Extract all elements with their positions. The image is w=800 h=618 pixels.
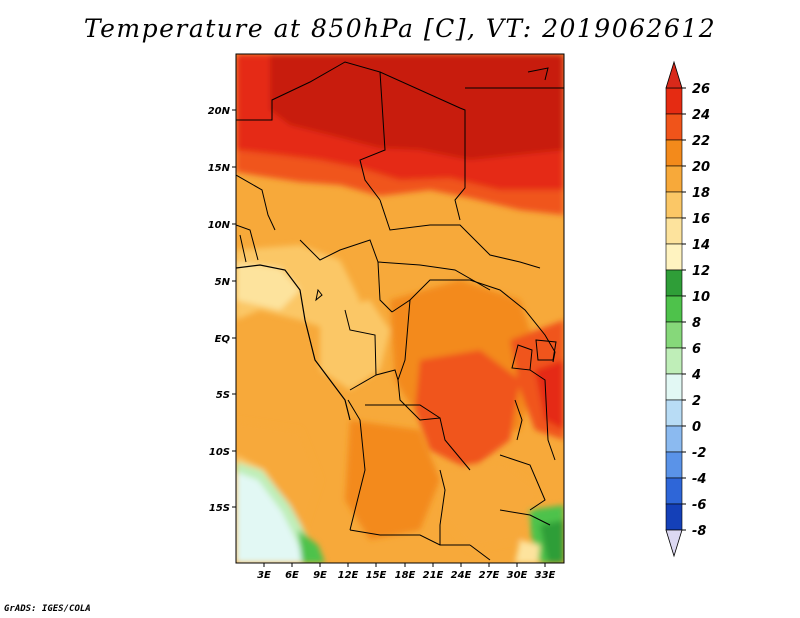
colorbar-label: -6 — [692, 498, 706, 513]
colorbar-swatch — [665, 269, 683, 297]
lon-label: 9E — [313, 570, 327, 581]
temperature-field — [236, 54, 564, 563]
colorbar-swatch — [665, 243, 683, 271]
colorbar-label: 24 — [692, 108, 710, 123]
colorbar-swatch — [665, 503, 683, 531]
colorbar-label: 16 — [692, 212, 710, 227]
colorbar-swatch — [665, 295, 683, 323]
lon-label: 18E — [395, 570, 416, 581]
lon-label: 30E — [507, 570, 528, 581]
colorbar-label: 4 — [691, 368, 701, 383]
colorbar-swatch — [665, 399, 683, 427]
colorbar-label: 12 — [692, 264, 710, 279]
longitude-axis — [263, 563, 546, 567]
colorbar-label: 20 — [692, 160, 710, 175]
lon-label: 24E — [451, 570, 472, 581]
colorbar-bottom-arrow — [665, 529, 683, 558]
colorbar-swatch — [665, 139, 683, 167]
colorbar-swatch — [665, 425, 683, 453]
colorbar-label: 10 — [692, 290, 710, 305]
colorbar-swatch — [665, 477, 683, 505]
colorbar-label: 22 — [692, 134, 710, 149]
colorbar-ticks — [682, 87, 686, 531]
colorbar-label: 26 — [692, 82, 710, 97]
colorbar-swatch — [665, 87, 683, 115]
colorbar-swatch — [665, 321, 683, 349]
colorbar-label: 2 — [692, 394, 701, 409]
lon-label: 15E — [366, 570, 387, 581]
colorbar-swatches — [665, 87, 683, 531]
colorbar-label: 14 — [692, 238, 710, 253]
latitude-labels: 20N 15N 10N 5N EQ 5S 10S 15S — [208, 106, 231, 514]
colorbar-label: 8 — [692, 316, 701, 331]
colorbar-swatch — [665, 113, 683, 141]
lon-label: 21E — [423, 570, 444, 581]
lat-label: 15N — [208, 163, 231, 174]
colorbar-swatch — [665, 217, 683, 245]
colorbar-swatch — [665, 191, 683, 219]
lon-label: 12E — [338, 570, 359, 581]
lon-label: 27E — [479, 570, 500, 581]
longitude-labels: 3E 6E 9E 12E 15E 18E 21E 24E 27E 30E 33E — [257, 570, 555, 581]
colorbar-label: 18 — [692, 186, 710, 201]
country-boundaries — [236, 61, 564, 561]
lat-label: 20N — [208, 106, 231, 117]
lon-label: 6E — [285, 570, 299, 581]
colorbar-swatch — [665, 165, 683, 193]
lat-label: 10N — [208, 220, 231, 231]
map-title: Temperature at 850hPa [C], VT: 201906261… — [83, 14, 717, 43]
colorbar-swatch — [665, 451, 683, 479]
lat-label: 10S — [209, 447, 230, 458]
lon-label: 33E — [535, 570, 556, 581]
map-frame — [235, 53, 565, 564]
lat-label: EQ — [215, 334, 231, 345]
lat-label: 5N — [215, 277, 231, 288]
lat-label: 15S — [209, 503, 230, 514]
colorbar-label: -8 — [692, 524, 706, 539]
colorbar-swatch — [665, 347, 683, 375]
lat-label: 5S — [216, 390, 230, 401]
colorbar-label: -2 — [692, 446, 706, 461]
grads-credit: GrADS: IGES/COLA — [4, 604, 91, 614]
colorbar-label: 6 — [692, 342, 701, 357]
colorbar-label: 0 — [692, 420, 701, 435]
colorbar-top-arrow — [665, 60, 683, 89]
latitude-axis — [232, 109, 236, 508]
colorbar-label: -4 — [692, 472, 706, 487]
lon-label: 3E — [257, 570, 271, 581]
colorbar-swatch — [665, 373, 683, 401]
